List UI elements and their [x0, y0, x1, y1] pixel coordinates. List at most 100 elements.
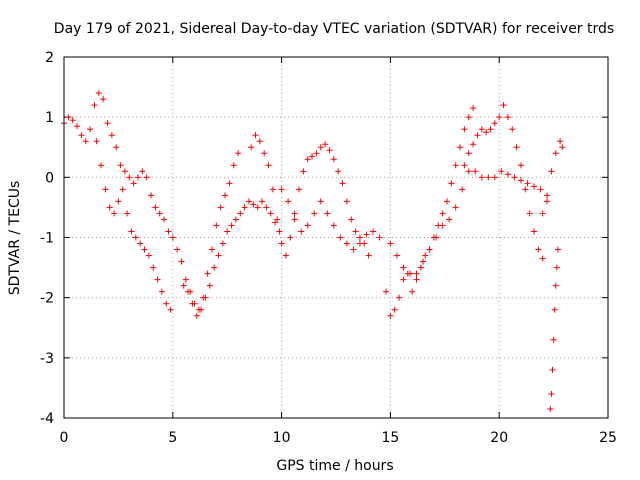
data-point	[278, 186, 285, 193]
data-point	[348, 216, 355, 223]
data-point	[232, 216, 239, 223]
data-point	[452, 204, 459, 211]
data-point	[524, 180, 531, 187]
data-point	[93, 138, 100, 145]
data-point	[343, 240, 350, 247]
data-point	[470, 141, 477, 148]
data-point	[152, 204, 159, 211]
data-point	[446, 216, 453, 223]
data-point	[522, 186, 529, 193]
data-point	[309, 153, 316, 160]
data-point	[141, 246, 148, 253]
data-point	[400, 276, 407, 283]
data-point	[317, 144, 324, 151]
data-point	[213, 222, 220, 229]
data-point	[504, 171, 511, 178]
data-point	[406, 270, 413, 277]
data-point	[65, 114, 72, 121]
x-tick-label: 0	[60, 430, 69, 446]
data-point	[422, 252, 429, 259]
data-point	[352, 228, 359, 235]
data-point	[356, 240, 363, 247]
data-point	[339, 180, 346, 187]
data-point	[100, 96, 107, 103]
data-point	[161, 216, 168, 223]
data-point	[145, 252, 152, 259]
plot-frame	[63, 56, 609, 419]
data-point	[265, 162, 272, 169]
data-point	[465, 168, 472, 175]
data-point	[413, 276, 420, 283]
data-point	[174, 246, 181, 253]
data-point	[465, 114, 472, 121]
data-point	[417, 264, 424, 271]
y-tick-label: -3	[40, 351, 54, 367]
tick-labels: 0 5 10 15 20 25 -4 -3 -2 -1 0 1 2	[40, 50, 617, 446]
data-point	[78, 132, 85, 139]
data-point	[102, 186, 109, 193]
data-point	[548, 390, 555, 397]
data-point	[165, 228, 172, 235]
data-point	[180, 282, 187, 289]
data-point	[252, 132, 259, 139]
data-point	[539, 255, 546, 262]
data-point	[143, 174, 150, 181]
data-point	[539, 210, 546, 217]
data-point	[537, 186, 544, 193]
data-point	[461, 162, 468, 169]
data-point	[193, 312, 200, 319]
x-tick-label: 10	[273, 430, 291, 446]
data-point	[552, 150, 559, 157]
data-point	[335, 168, 342, 175]
data-point	[313, 150, 320, 157]
data-point	[544, 192, 551, 199]
data-point	[282, 252, 289, 259]
data-point	[126, 174, 133, 181]
data-point	[121, 168, 128, 175]
data-point	[189, 300, 196, 307]
data-point	[472, 168, 479, 175]
data-point	[322, 141, 329, 148]
data-point	[553, 264, 560, 271]
data-point	[559, 144, 566, 151]
data-point	[448, 180, 455, 187]
data-point	[304, 156, 311, 163]
data-point	[154, 276, 161, 283]
data-point	[409, 288, 416, 295]
data-point	[363, 231, 370, 238]
data-point	[256, 138, 263, 145]
data-point	[291, 216, 298, 223]
data-point	[526, 210, 533, 217]
data-point	[487, 126, 494, 133]
data-point	[95, 90, 102, 97]
data-point	[119, 186, 126, 193]
y-tick-label: 0	[45, 170, 54, 186]
data-point	[330, 156, 337, 163]
y-tick-label: -2	[40, 291, 54, 307]
data-point	[69, 117, 76, 124]
data-point	[178, 258, 185, 265]
data-point	[452, 162, 459, 169]
y-tick-label: 2	[45, 50, 54, 66]
data-point	[478, 126, 485, 133]
data-point	[261, 150, 268, 157]
data-point	[228, 222, 235, 229]
data-point	[531, 183, 538, 190]
data-point	[185, 288, 192, 295]
data-point	[226, 180, 233, 187]
data-point	[478, 174, 485, 181]
data-point	[224, 228, 231, 235]
data-point	[267, 210, 274, 217]
data-point	[491, 120, 498, 127]
data-point	[461, 126, 468, 133]
data-point	[230, 162, 237, 169]
data-point	[291, 210, 298, 217]
data-point	[115, 198, 122, 205]
data-point	[158, 288, 165, 295]
data-point	[551, 306, 558, 313]
data-point	[547, 405, 554, 412]
data-point	[215, 252, 222, 259]
data-point	[169, 234, 176, 241]
data-point	[304, 222, 311, 229]
data-point	[113, 144, 120, 151]
